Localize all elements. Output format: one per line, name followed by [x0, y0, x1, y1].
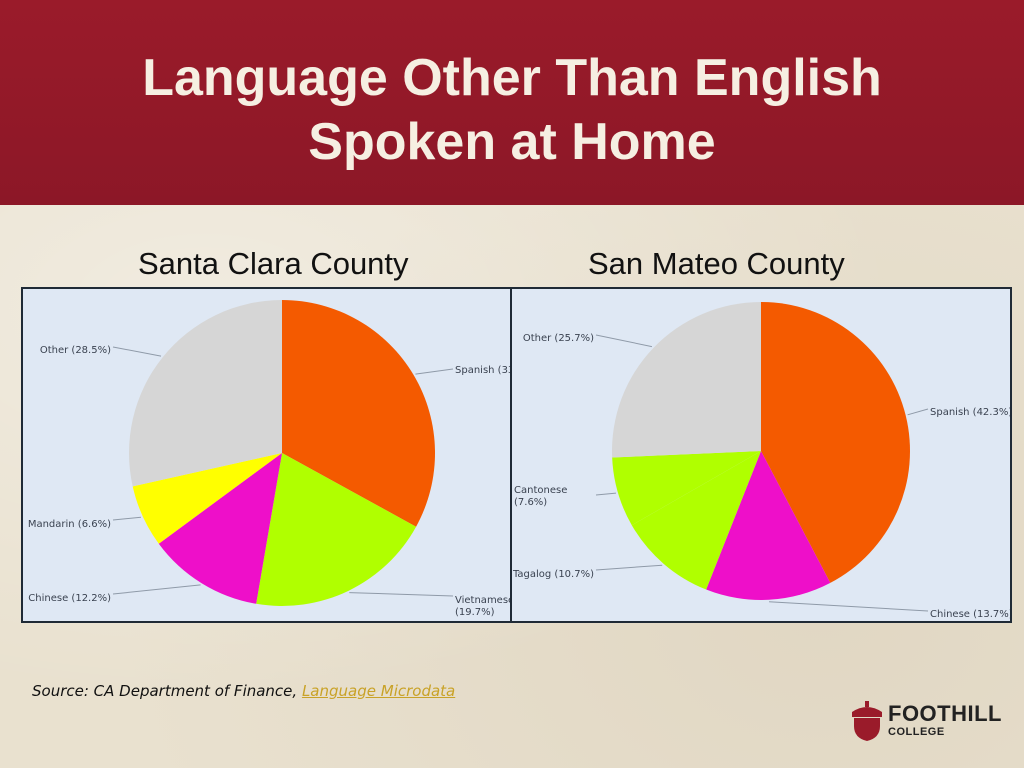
leader-line-cantonese — [595, 492, 617, 496]
leader-line-chinese — [769, 601, 929, 612]
santa-clara-pie-chart: Spanish (33 Vietnamese (19.7%) Chinese (12.… — [28, 300, 510, 618]
source-note: Source: CA Department of Finance, Langua… — [32, 682, 455, 700]
leader-line-vietnamese — [349, 592, 454, 597]
pie-slice-other — [129, 300, 282, 487]
leader-line-spanish — [907, 408, 929, 416]
pie-slice-mandarin — [132, 453, 282, 544]
slide-title-line-1: Language Other Than English — [142, 49, 882, 107]
slide-title-line-2: Spoken at Home — [308, 113, 716, 171]
slice-label-spanish: Spanish (42.3%) — [930, 407, 1010, 418]
leader-line-chinese — [112, 584, 201, 595]
language-microdata-link[interactable]: Language Microdata — [301, 682, 456, 700]
slice-label-spanish: Spanish (33 — [455, 365, 510, 376]
pie-slice-spanish — [282, 300, 435, 527]
slice-label-chinese: Chinese (13.7%) — [930, 609, 1010, 620]
pie-slice-cantonese — [612, 451, 761, 526]
leader-line-other — [112, 346, 162, 357]
slice-label-cantonese: Cantonese (7.6%) — [514, 485, 567, 508]
slice-label-mandarin: Mandarin (6.6%) — [28, 519, 111, 530]
santa-clara-title: Santa Clara County — [138, 246, 409, 281]
pie-slice-vietnamese — [256, 453, 417, 606]
slice-label-other: Other (28.5%) — [40, 345, 111, 356]
leader-line-tagalog — [595, 564, 663, 571]
slice-label-vietnamese: Vietnamese (19.7%) — [455, 595, 510, 618]
pie-slice-other — [612, 302, 761, 458]
source-prefix: Source: CA Department of Finance, — [32, 682, 302, 700]
logo-subtitle: COLLEGE — [888, 726, 945, 738]
foothill-logo: FOOTHILL COLLEGE — [850, 700, 1002, 746]
title-banner — [0, 0, 1024, 205]
slide-title: Language Other Than English Spoken at Ho… — [0, 46, 1024, 174]
logo-name: FOOTHILL — [888, 701, 1002, 726]
santa-clara-chart-panel: Spanish (33 Vietnamese (19.7%) Chinese (12.… — [21, 287, 512, 623]
leader-line-spanish — [415, 368, 454, 375]
slice-label-other: Other (25.7%) — [523, 333, 594, 344]
pie-slice-tagalog — [631, 451, 761, 590]
pie-slice-spanish — [761, 302, 911, 583]
san-mateo-pie-chart: Spanish (42.3%) Chinese (13.7%) Tagalog (1… — [512, 302, 1010, 620]
san-mateo-chart-panel: Spanish (42.3%) Chinese (13.7%) Tagalog (1… — [510, 287, 1012, 623]
pie-slice-chinese — [158, 453, 282, 604]
slice-label-tagalog: Tagalog (10.7%) — [512, 569, 594, 580]
acorn-icon — [852, 701, 882, 741]
pie-slice-chinese — [706, 451, 831, 600]
san-mateo-title: San Mateo County — [588, 246, 845, 281]
leader-line-other — [595, 334, 653, 348]
slice-label-chinese: Chinese (12.2%) — [28, 593, 111, 604]
leader-line-mandarin — [112, 516, 141, 521]
